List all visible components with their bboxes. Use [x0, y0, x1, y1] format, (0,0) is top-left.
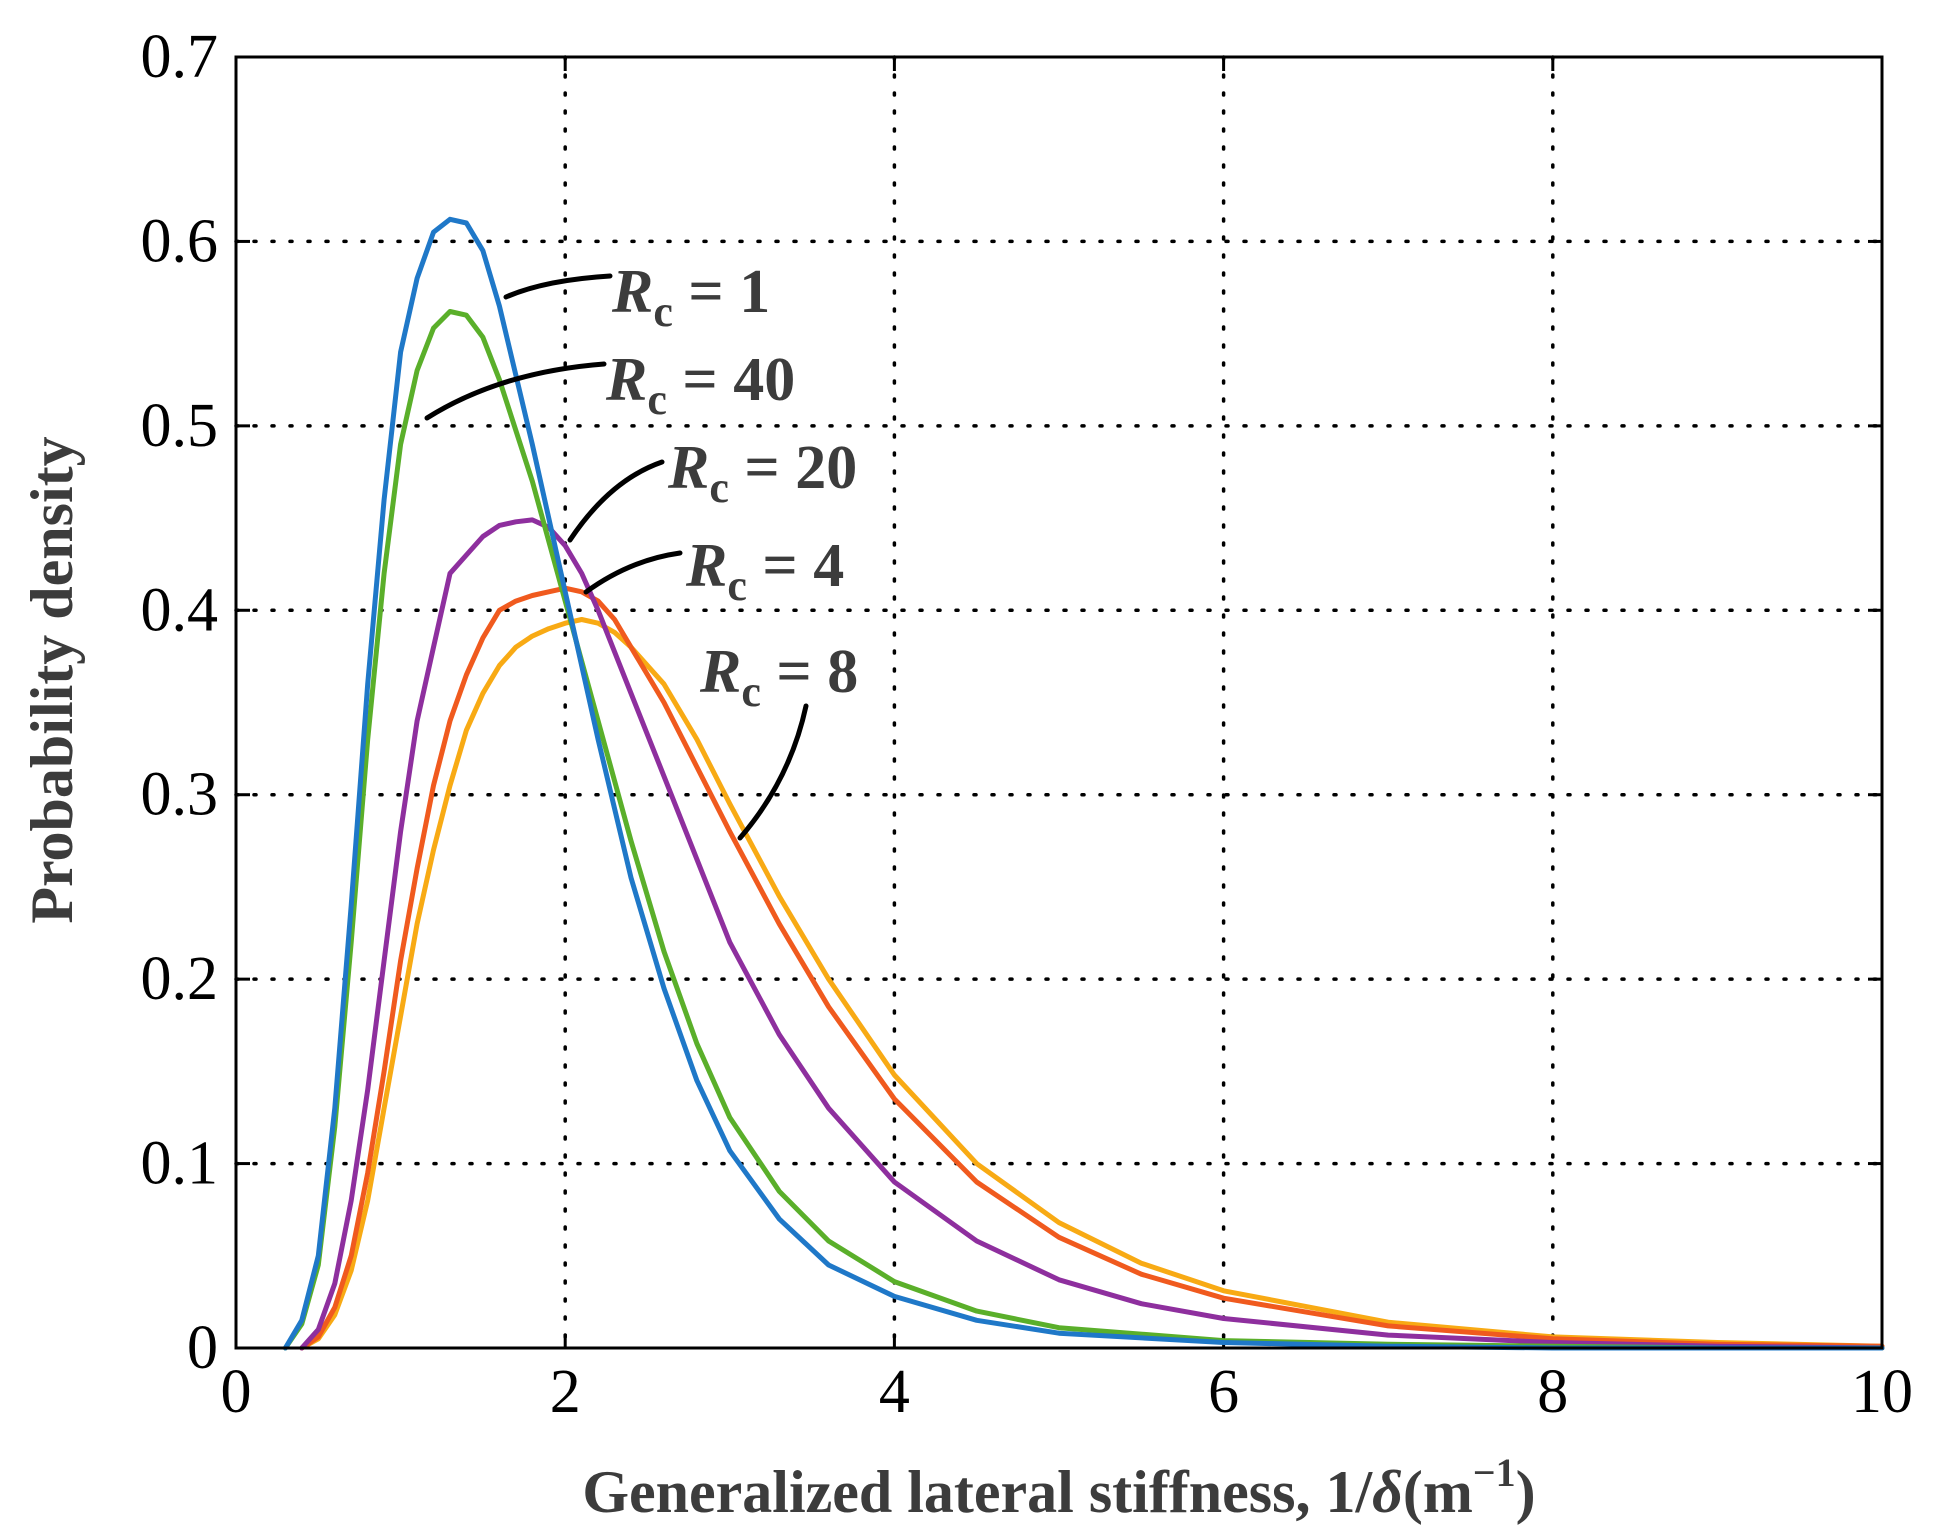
- x-tick-label: 10: [1851, 1358, 1913, 1426]
- annotation-leader: [424, 361, 607, 421]
- x-axis-title: Generalized lateral stiffness, 1/δ(m−1): [582, 1450, 1535, 1525]
- annotation-rc-4: Rc = 4: [685, 532, 844, 610]
- annotation-leaders: [424, 273, 809, 841]
- y-axis-title: Probability density: [19, 436, 85, 923]
- annotation-leader: [567, 459, 665, 543]
- series-line-r-c-4: [299, 585, 1885, 1351]
- annotation-leader: [737, 703, 809, 841]
- tick-labels: 0 2 4 6 8 10 0 0.1 0.2 0.3 0.4 0.5 0.6 0.7: [141, 23, 1914, 1426]
- x-tick-label: 8: [1537, 1358, 1568, 1426]
- annotation-leader: [583, 550, 683, 595]
- y-tick-label: 0.7: [141, 23, 219, 91]
- y-tick-label: 0.5: [141, 392, 219, 460]
- annotation-rc-20: Rc = 20: [667, 434, 857, 512]
- y-tick-label: 0.2: [141, 945, 219, 1013]
- y-tick-label: 0.1: [141, 1130, 219, 1198]
- x-tick-label: 6: [1208, 1358, 1239, 1426]
- y-tick-label: 0.3: [141, 761, 219, 829]
- annotation-leader: [503, 273, 613, 300]
- y-tick-label: 0: [187, 1314, 218, 1382]
- annotation-rc-8: Rc = 8: [699, 638, 858, 716]
- annotation-rc-40: Rc = 40: [605, 346, 795, 424]
- series-line-r-c-1: [282, 216, 1885, 1351]
- x-tick-label: 4: [879, 1358, 910, 1426]
- grid: [234, 55, 1884, 1350]
- annotation-rc-1: Rc = 1: [611, 258, 770, 336]
- series-line-r-c-8: [299, 617, 1885, 1351]
- series-line-r-c-20: [299, 517, 1885, 1351]
- series-group: [282, 216, 1885, 1351]
- x-tick-label: 0: [221, 1358, 252, 1426]
- y-tick-label: 0.6: [141, 207, 219, 275]
- y-tick-label: 0.4: [141, 576, 219, 644]
- x-tick-label: 2: [550, 1358, 581, 1426]
- plot-frame: [234, 55, 1884, 1350]
